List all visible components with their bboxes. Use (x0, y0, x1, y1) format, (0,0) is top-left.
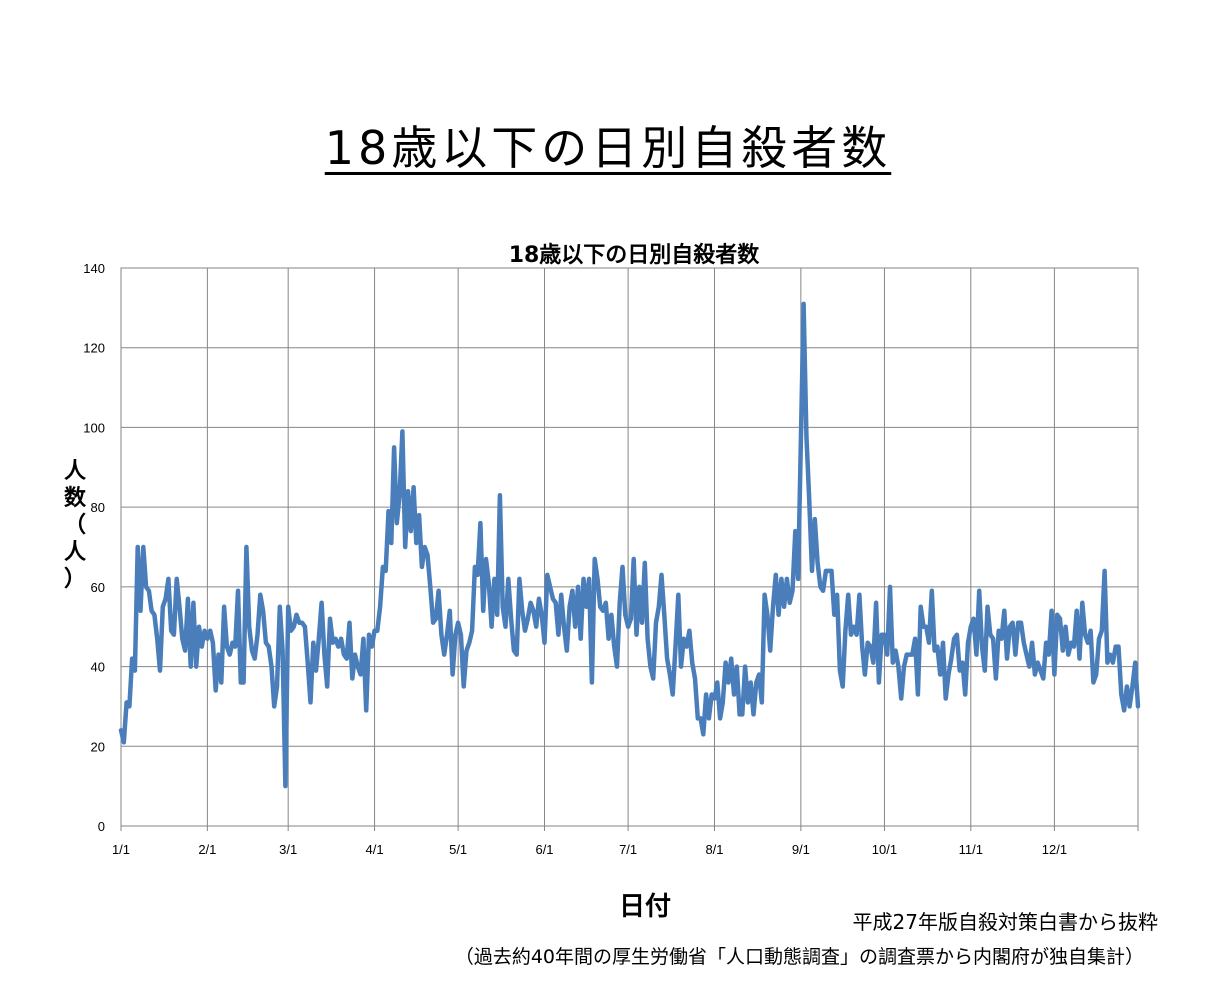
y-tick-label: 120 (83, 341, 105, 356)
y-tick-label: 60 (91, 580, 105, 595)
y-axis-ticks: 0 20 40 60 80 100 120 140 (83, 261, 105, 834)
y-axis-label-char: 人 (64, 459, 86, 484)
y-tick-label: 140 (83, 261, 105, 276)
y-tick-label: 80 (91, 500, 105, 515)
x-tick-label: 9/1 (792, 842, 810, 857)
y-axis-label-char: （ (64, 513, 86, 538)
x-tick-label: 12/1 (1042, 842, 1067, 857)
x-tick-label: 8/1 (705, 842, 723, 857)
y-tick-label: 20 (91, 739, 105, 754)
y-axis-label: 人数（人） (64, 459, 87, 592)
x-tick-label: 7/1 (619, 842, 637, 857)
slide-title: 18歳以下の日別自殺者数 (0, 112, 1216, 178)
x-axis-ticks: 1/1 2/1 3/1 4/1 5/1 6/1 7/1 8/1 9/1 10/1 11/1 12/1 (112, 842, 1067, 857)
y-axis-label-char: 数 (64, 485, 87, 511)
series-line-0 (118, 301, 1141, 789)
x-tick-label: 5/1 (449, 842, 467, 857)
y-tick-label: 100 (83, 420, 105, 435)
x-tick-label: 10/1 (872, 842, 897, 857)
y-tick-label: 40 (91, 660, 105, 675)
y-axis-label-char: ） (64, 567, 86, 592)
x-tick-label: 3/1 (279, 842, 297, 857)
x-axis-label: 日付 (619, 892, 671, 922)
x-tick-label: 2/1 (198, 842, 216, 857)
series-group (118, 301, 1141, 789)
y-tick-label: 0 (98, 819, 105, 834)
x-tick-label: 1/1 (112, 842, 130, 857)
source-citation: 平成27年版自殺対策白書から抜粋 (852, 910, 1158, 934)
slide-title-text: 18歳以下の日別自殺者数 (324, 121, 892, 175)
x-tick-label: 6/1 (535, 842, 553, 857)
plot-area (120, 267, 1139, 827)
y-axis-label-char: 人 (64, 540, 86, 565)
x-tick-label: 4/1 (366, 842, 384, 857)
source-note: （過去約40年間の厚生労働省「人口動態調査」の調査票から内閣府が独自集計） (454, 946, 1144, 968)
x-tick-label: 11/1 (959, 842, 983, 857)
chart-title: 18歳以下の日別自殺者数 (509, 242, 761, 268)
grid (120, 267, 1139, 831)
